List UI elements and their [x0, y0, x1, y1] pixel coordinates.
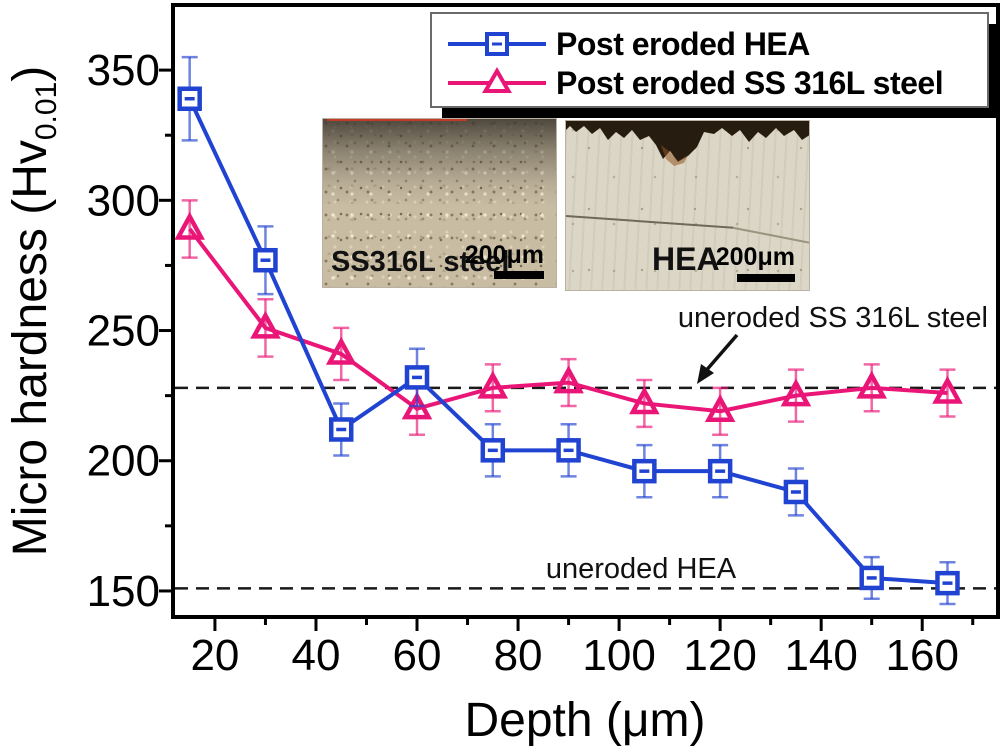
y-tick-label: 300: [87, 176, 160, 225]
hea-inset-label: HEA: [652, 241, 720, 277]
y-axis-title: Micro hardness (Hv0.01): [4, 66, 63, 556]
annotation-arrow-line: [702, 333, 739, 375]
crack-line-faint: [733, 227, 809, 244]
data-point-marker: [856, 370, 887, 399]
annotation-arrow-head: [697, 364, 714, 384]
legend-triangle-marker-icon: [482, 66, 512, 93]
hea-scale-bar: [737, 274, 795, 282]
y-tick-label: 200: [87, 437, 160, 486]
data-point-marker: [477, 370, 509, 399]
x-tick-label: 20: [190, 631, 239, 680]
plot-frame: [171, 3, 1000, 619]
x-tick-label: 120: [683, 631, 756, 680]
ss316l-scale-bar: [494, 271, 544, 279]
legend-label-hea: Post eroded HEA: [556, 26, 810, 62]
legend: Post eroded HEA Post eroded SS 316L stee…: [430, 12, 998, 118]
micrograph-edge-artifact: [327, 119, 467, 121]
data-point-marker: [780, 378, 812, 407]
y-tick-label: 350: [87, 46, 160, 95]
hea-scale-label: 200μm: [715, 243, 795, 271]
x-tick-label: 100: [582, 631, 655, 680]
ss316l-inset-label: SS316L steel: [331, 246, 510, 278]
data-point-marker: [250, 310, 281, 339]
x-tick-label: 80: [494, 631, 543, 680]
axis-tick-labels: 20 40 60 80 100 120 140 160 150 200 250 300 350: [87, 46, 959, 680]
hea-micrograph-inset: HEA 200μm: [565, 120, 810, 291]
x-tick-label: 160: [886, 631, 959, 680]
data-point-marker: [704, 394, 736, 423]
eroded-surface-jagged-edge: [566, 121, 809, 166]
y-tick-label: 150: [87, 567, 160, 616]
legend-box: [430, 12, 989, 108]
x-tick-label: 40: [291, 631, 340, 680]
x-tick-label: 140: [784, 631, 857, 680]
legend-label-ss316l: Post eroded SS 316L steel: [556, 65, 943, 101]
data-point-marker: [553, 365, 584, 394]
uneroded-ss316l-annotation: uneroded SS 316L steel: [678, 302, 988, 334]
series-square: [177, 55, 960, 606]
uneroded-hea-annotation: uneroded HEA: [546, 553, 737, 585]
y-tick-label: 250: [87, 307, 160, 356]
data-point-marker: [174, 211, 205, 240]
data-point-marker: [629, 386, 660, 415]
crack-line: [566, 215, 734, 229]
data-series: [174, 55, 963, 606]
data-point-marker: [932, 375, 963, 404]
x-tick-label: 60: [393, 631, 442, 680]
data-point-marker: [325, 336, 357, 365]
ss316l-micrograph-inset: SS316L steel 200μm: [322, 118, 557, 288]
ss316l-scale-label: 200μm: [464, 241, 544, 269]
x-axis-title: Depth (μm): [464, 694, 705, 747]
series-line: [188, 227, 948, 414]
